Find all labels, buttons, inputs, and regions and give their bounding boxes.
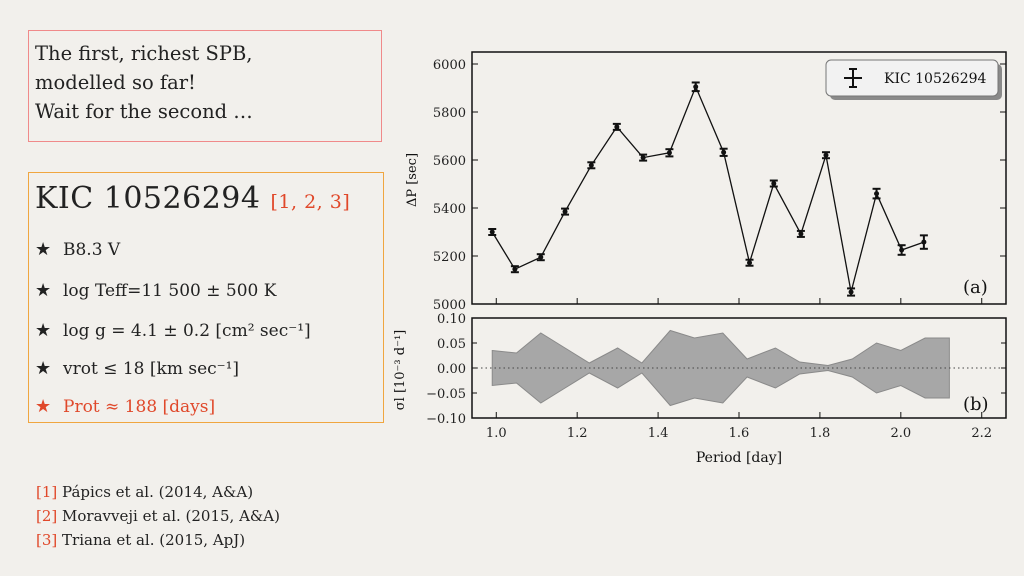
data-point [721,149,727,155]
star-bullet-icon: ★ [35,358,52,379]
y-tick-label: 5000 [433,298,466,313]
series-line [491,85,925,293]
star-bullet-icon: ★ [35,280,52,301]
y-axis-label-a: ΔP [sec] [405,153,420,207]
data-point [512,266,518,272]
data-point [588,162,594,168]
x-tick-label: 1.0 [486,426,507,441]
x-tick-label: 1.8 [810,426,831,441]
legend-box [825,59,999,97]
x-tick-label: 2.0 [890,426,911,441]
reference-item: [2] Moravveji et al. (2015, A&A) [36,507,280,525]
data-point [798,231,804,237]
data-point [614,124,620,130]
star-bullet-icon: ★ [35,320,52,341]
data-point [640,155,646,161]
y-tick-label: 5800 [433,106,466,121]
data-point [747,260,753,266]
summary-line: modelled so far! [35,71,196,94]
panel-label-b: (b) [963,394,989,415]
star-title: KIC 10526294 [1, 2, 3] [35,181,350,216]
y-tick-label: 5200 [433,250,466,265]
property-prot: ★ Prot ≈ 188 [days] [35,396,216,417]
reference-item: [1] Pápics et al. (2014, A&A) [36,483,254,501]
property-logg: ★ log g = 4.1 ± 0.2 [cm² sec⁻¹] [35,320,311,341]
star-bullet-icon: ★ [35,396,52,417]
data-point [693,84,699,90]
y-tick-label: 0.05 [437,337,466,352]
x-tick-label: 1.6 [729,426,750,441]
y-tick-label: 5400 [433,202,466,217]
y-tick-label: −0.05 [426,387,466,402]
data-point [489,229,495,235]
reference-list: [1] Pápics et al. (2014, A&A) [2] Moravv… [36,480,280,552]
summary-line: Wait for the second … [35,100,253,123]
data-point [874,191,880,197]
panel-label-a: (a) [963,277,988,298]
y-axis-label-b: σl [10⁻³ d⁻¹] [393,330,408,410]
summary-line: The first, richest SPB, [35,42,253,65]
data-point [771,181,777,187]
data-point [562,209,568,215]
data-point [921,239,927,245]
y-tick-label: −0.10 [426,412,466,427]
star-name: KIC 10526294 [35,181,261,216]
y-tick-label: 6000 [433,58,466,73]
legend-label: KIC 10526294 [884,71,987,87]
y-tick-label: 0.10 [437,312,466,327]
data-point [823,152,829,158]
star-properties-box: KIC 10526294 [1, 2, 3] ★ B8.3 V ★ log Teff… [28,172,384,423]
x-tick-label: 1.4 [648,426,669,441]
reference-item: [3] Triana et al. (2015, ApJ) [36,531,246,549]
summary-note-box: The first, richest SPB, modelled so far!… [28,30,382,142]
data-point [899,247,905,253]
x-tick-label: 1.2 [567,426,588,441]
y-tick-label: 0.00 [437,362,466,377]
data-point [848,289,854,295]
data-point [666,150,672,156]
property-teff: ★ log Teff=11 500 ± 500 K [35,280,277,301]
y-tick-label: 5600 [433,154,466,169]
data-point [538,254,544,260]
star-bullet-icon: ★ [35,239,52,260]
property-vrot: ★ vrot ≤ 18 [km sec⁻¹] [35,358,240,379]
property-spectral-type: ★ B8.3 V [35,239,121,260]
x-tick-label: 2.2 [971,426,992,441]
x-axis-label: Period [day] [696,450,782,466]
star-references: [1, 2, 3] [270,191,351,213]
